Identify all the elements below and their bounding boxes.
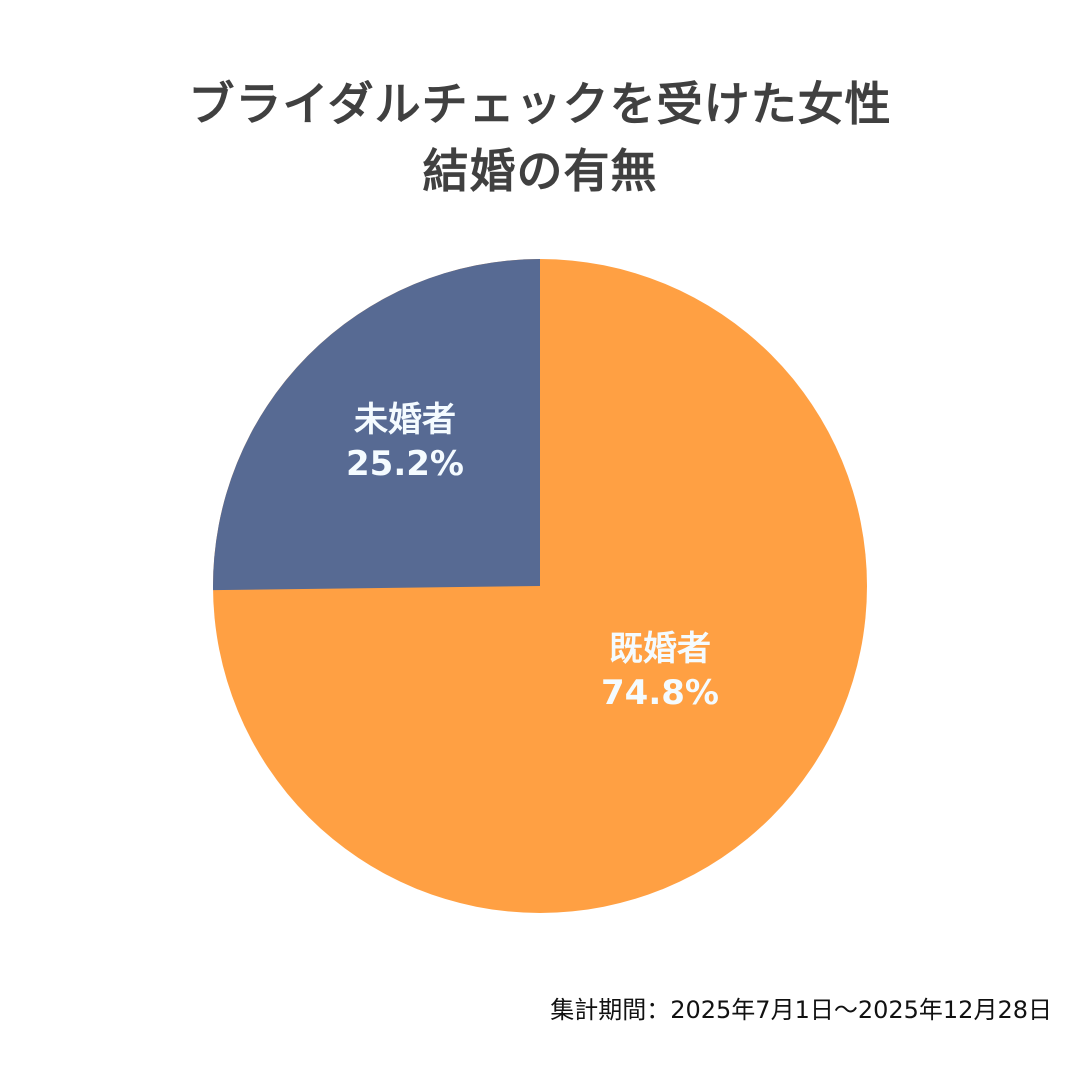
chart-title-line1: ブライダルチェックを受けた女性 (188, 77, 892, 131)
slice-label-unmarried: 未婚者 25.2% (295, 398, 515, 486)
slice-pct-married: 74.8% (601, 673, 719, 713)
slice-label-married: 既婚者 74.8% (550, 627, 770, 715)
slice-name-unmarried: 未婚者 (354, 400, 456, 440)
pie-slice-unmarried[interactable] (213, 259, 541, 591)
chart-title-line2: 結婚の有無 (422, 144, 658, 198)
slice-pct-unmarried: 25.2% (346, 444, 464, 484)
aggregation-period-note: 集計期間：2025年7月1日〜2025年12月28日 (550, 996, 1052, 1024)
slice-name-married: 既婚者 (609, 629, 711, 669)
